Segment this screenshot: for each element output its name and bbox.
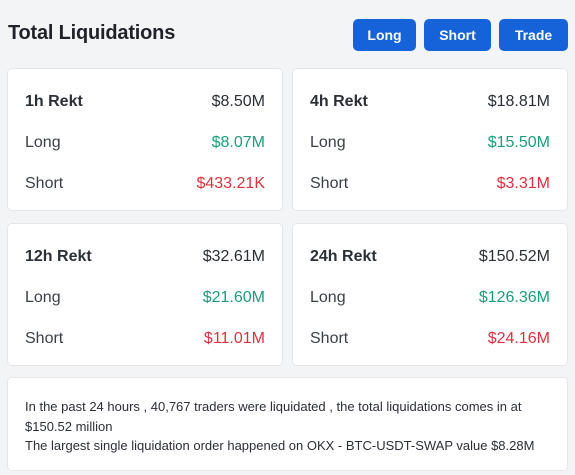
card-short-row: Short $433.21K — [25, 173, 265, 195]
card-total-row: 1h Rekt $8.50M — [25, 91, 265, 113]
card-long-label: Long — [310, 134, 346, 151]
card-total-row: 24h Rekt $150.52M — [310, 246, 550, 268]
card-long-value: $21.60M — [202, 289, 265, 306]
card-long-row: Long $8.07M — [25, 132, 265, 154]
card-period-label: 1h Rekt — [25, 93, 83, 110]
card-total-row: 4h Rekt $18.81M — [310, 91, 550, 113]
card-long-value: $126.36M — [478, 289, 550, 306]
card-short-label: Short — [310, 330, 349, 347]
trade-button[interactable]: Trade — [499, 19, 568, 51]
card-short-value: $24.16M — [487, 330, 550, 347]
card-long-label: Long — [25, 289, 61, 306]
liquidation-summary: In the past 24 hours , 40,767 traders we… — [7, 377, 568, 471]
card-short-row: Short $11.01M — [25, 328, 265, 350]
card-short-row: Short $3.31M — [310, 173, 550, 195]
short-button[interactable]: Short — [424, 19, 491, 51]
long-button[interactable]: Long — [353, 19, 416, 51]
liquidation-card-4h: 4h Rekt $18.81M Long $15.50M Short $3.31… — [292, 68, 568, 211]
card-long-label: Long — [25, 134, 61, 151]
liquidation-card-12h: 12h Rekt $32.61M Long $21.60M Short $11.… — [7, 223, 283, 366]
liquidation-card-24h: 24h Rekt $150.52M Long $126.36M Short $2… — [292, 223, 568, 366]
card-long-value: $8.07M — [211, 134, 265, 151]
card-short-label: Short — [25, 330, 64, 347]
card-short-label: Short — [25, 175, 64, 192]
card-total-row: 12h Rekt $32.61M — [25, 246, 265, 268]
card-short-label: Short — [310, 175, 349, 192]
card-period-label: 4h Rekt — [310, 93, 368, 110]
summary-line-1: In the past 24 hours , 40,767 traders we… — [25, 399, 522, 434]
card-long-label: Long — [310, 289, 346, 306]
summary-line-2: The largest single liquidation order hap… — [25, 438, 535, 453]
card-period-label: 24h Rekt — [310, 248, 377, 265]
card-total-value: $8.50M — [211, 93, 265, 110]
card-long-value: $15.50M — [487, 134, 550, 151]
card-short-row: Short $24.16M — [310, 328, 550, 350]
card-long-row: Long $126.36M — [310, 287, 550, 309]
card-short-value: $11.01M — [203, 330, 265, 347]
liquidation-card-1h: 1h Rekt $8.50M Long $8.07M Short $433.21… — [7, 68, 283, 211]
card-total-value: $150.52M — [478, 248, 550, 265]
card-total-value: $32.61M — [202, 248, 265, 265]
card-short-value: $3.31M — [496, 175, 550, 192]
card-period-label: 12h Rekt — [25, 248, 92, 265]
card-long-row: Long $21.60M — [25, 287, 265, 309]
page-title: Total Liquidations — [8, 22, 176, 44]
card-short-value: $433.21K — [196, 175, 265, 192]
header: Total Liquidations Long Short Trade — [0, 0, 575, 68]
card-total-value: $18.81M — [487, 93, 550, 110]
card-long-row: Long $15.50M — [310, 132, 550, 154]
